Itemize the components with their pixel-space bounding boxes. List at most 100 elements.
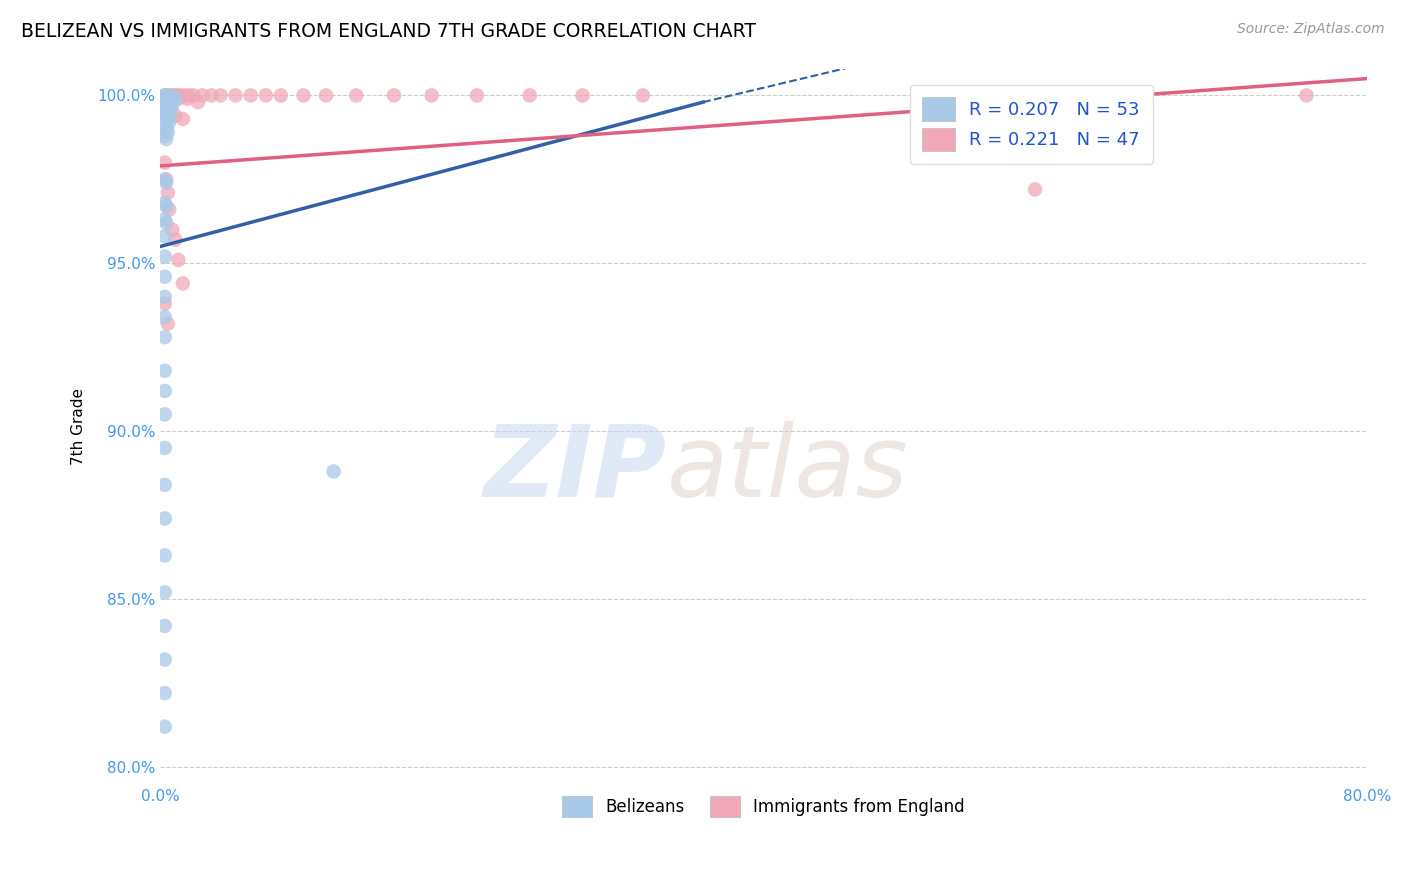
Point xyxy=(153,686,176,700)
Point xyxy=(162,223,184,237)
Point xyxy=(191,88,214,103)
Point xyxy=(176,92,198,106)
Point xyxy=(209,88,232,103)
Point xyxy=(153,720,176,734)
Point xyxy=(571,88,593,103)
Point xyxy=(153,88,176,103)
Point xyxy=(315,88,337,103)
Text: ZIP: ZIP xyxy=(484,420,666,517)
Point xyxy=(157,202,180,217)
Point xyxy=(153,364,176,378)
Point xyxy=(270,88,292,103)
Point xyxy=(159,88,181,103)
Point xyxy=(155,102,177,116)
Point xyxy=(153,212,176,227)
Point xyxy=(159,92,181,106)
Point xyxy=(155,102,177,116)
Point xyxy=(162,92,184,106)
Point xyxy=(153,549,176,563)
Text: BELIZEAN VS IMMIGRANTS FROM ENGLAND 7TH GRADE CORRELATION CHART: BELIZEAN VS IMMIGRANTS FROM ENGLAND 7TH … xyxy=(21,22,756,41)
Point xyxy=(153,408,176,422)
Point xyxy=(165,92,187,106)
Point xyxy=(183,88,205,103)
Point xyxy=(153,330,176,344)
Point xyxy=(165,233,187,247)
Point xyxy=(162,92,184,106)
Point xyxy=(153,98,176,112)
Point xyxy=(155,172,177,186)
Point xyxy=(200,88,222,103)
Point xyxy=(239,88,262,103)
Point xyxy=(159,98,181,112)
Point xyxy=(157,115,180,129)
Point xyxy=(173,88,195,103)
Point xyxy=(382,88,405,103)
Point xyxy=(155,95,177,109)
Point xyxy=(465,88,488,103)
Point xyxy=(225,88,247,103)
Point xyxy=(167,92,190,106)
Point xyxy=(153,384,176,398)
Point xyxy=(292,88,315,103)
Point xyxy=(163,92,186,106)
Point xyxy=(163,88,186,103)
Point xyxy=(153,229,176,244)
Point xyxy=(172,112,194,126)
Point xyxy=(156,92,179,106)
Text: Source: ZipAtlas.com: Source: ZipAtlas.com xyxy=(1237,22,1385,37)
Point xyxy=(156,102,179,116)
Point xyxy=(153,310,176,324)
Point xyxy=(153,102,176,116)
Point xyxy=(153,478,176,492)
Y-axis label: 7th Grade: 7th Grade xyxy=(72,388,86,465)
Point xyxy=(153,585,176,599)
Point xyxy=(153,269,176,284)
Point xyxy=(153,511,176,525)
Point xyxy=(155,88,177,103)
Legend: Belizeans, Immigrants from England: Belizeans, Immigrants from England xyxy=(554,788,973,825)
Point xyxy=(153,195,176,210)
Point xyxy=(156,95,179,109)
Point xyxy=(153,155,176,169)
Point xyxy=(153,119,176,133)
Point xyxy=(420,88,443,103)
Point xyxy=(153,95,176,109)
Point xyxy=(254,88,277,103)
Point xyxy=(156,88,179,103)
Point xyxy=(177,88,200,103)
Point xyxy=(155,132,177,146)
Point xyxy=(155,216,177,230)
Point xyxy=(155,199,177,213)
Point xyxy=(322,465,344,479)
Point xyxy=(155,176,177,190)
Point xyxy=(153,250,176,264)
Point xyxy=(156,112,179,126)
Point xyxy=(157,95,180,109)
Point xyxy=(153,109,176,123)
Point xyxy=(153,619,176,633)
Point xyxy=(155,112,177,126)
Point xyxy=(1295,88,1317,103)
Point xyxy=(344,88,367,103)
Point xyxy=(1024,182,1046,196)
Point xyxy=(157,105,180,120)
Point xyxy=(156,186,179,200)
Point xyxy=(153,88,176,103)
Point xyxy=(166,88,188,103)
Point xyxy=(631,88,654,103)
Point xyxy=(153,128,176,143)
Point xyxy=(153,652,176,666)
Point xyxy=(169,88,191,103)
Point xyxy=(165,109,187,123)
Point xyxy=(162,98,184,112)
Point xyxy=(156,88,179,103)
Point xyxy=(167,252,190,267)
Point xyxy=(153,441,176,455)
Point xyxy=(172,277,194,291)
Point xyxy=(187,95,209,109)
Text: atlas: atlas xyxy=(666,420,908,517)
Point xyxy=(153,290,176,304)
Point xyxy=(156,317,179,331)
Point xyxy=(156,125,179,139)
Point xyxy=(157,105,180,120)
